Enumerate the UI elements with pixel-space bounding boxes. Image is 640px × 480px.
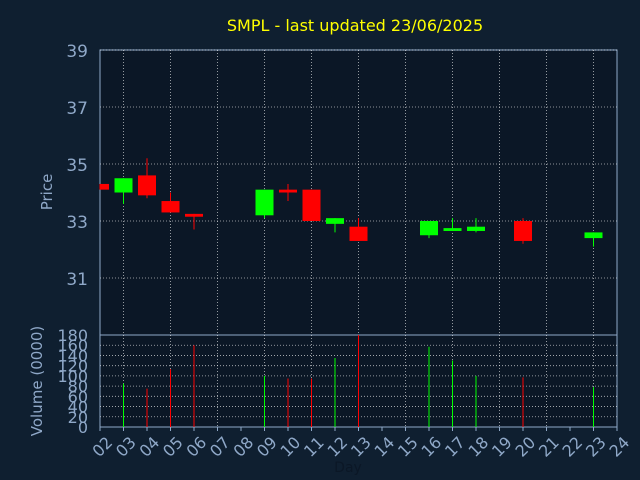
price-y-tick-label: 31	[66, 270, 88, 290]
x-axis-label: Day	[334, 460, 362, 476]
candle-body	[185, 213, 203, 217]
candle-body	[467, 226, 485, 231]
price-y-tick-label: 35	[66, 156, 88, 176]
volume-y-tick-label: 40	[68, 398, 88, 417]
candle	[467, 218, 485, 233]
price-y-ticks: 31 33 35 37 39	[66, 42, 88, 290]
candle	[302, 189, 321, 221]
candle-body	[161, 201, 180, 213]
volume-y-tick-label: 120	[57, 357, 88, 376]
candle	[99, 183, 109, 190]
volume-bars	[123, 335, 594, 427]
candle	[584, 232, 603, 247]
candles	[99, 158, 603, 247]
volume-y-tick-label: 180	[57, 326, 88, 345]
price-y-tick-label: 39	[66, 42, 88, 62]
volume-y-tick-label: 0	[78, 418, 88, 437]
candle-body	[514, 221, 532, 241]
candle-body	[138, 175, 156, 196]
candle	[326, 218, 344, 233]
candle	[279, 183, 297, 202]
candle-body	[279, 189, 297, 193]
candle-body	[349, 226, 368, 241]
volume-y-tick-label: 80	[68, 377, 88, 396]
candle-body	[326, 218, 344, 224]
volume-y-tick-label: 100	[57, 367, 88, 386]
volume-y-tick-label: 140	[57, 346, 88, 365]
candle	[138, 158, 156, 199]
price-y-tick-label: 37	[66, 99, 88, 119]
candle	[255, 189, 274, 219]
price-y-tick-label: 33	[66, 213, 88, 233]
candle	[514, 218, 532, 244]
candle	[161, 192, 180, 213]
candle-body	[443, 228, 462, 231]
candle-body	[302, 189, 321, 221]
candle	[114, 178, 133, 204]
candle-body	[100, 183, 109, 190]
candle-body	[420, 221, 438, 236]
chart-title: SMPL - last updated 23/06/2025	[227, 16, 483, 35]
candle-body	[255, 189, 274, 216]
candle-body	[584, 232, 603, 239]
candle	[420, 221, 438, 239]
volume-y-tick-label: 160	[57, 336, 88, 355]
candle-body	[114, 178, 133, 193]
candle	[349, 218, 368, 241]
volume-y-tick-label: 20	[68, 408, 88, 427]
volume-y-axis-label: Volume (0000)	[28, 326, 46, 436]
candle	[443, 218, 462, 231]
price-panel: 31 33 35 37 39 Price	[38, 42, 618, 336]
candle	[185, 213, 203, 230]
volume-y-tick-label: 60	[68, 387, 88, 406]
price-y-axis-label: Price	[38, 174, 56, 211]
